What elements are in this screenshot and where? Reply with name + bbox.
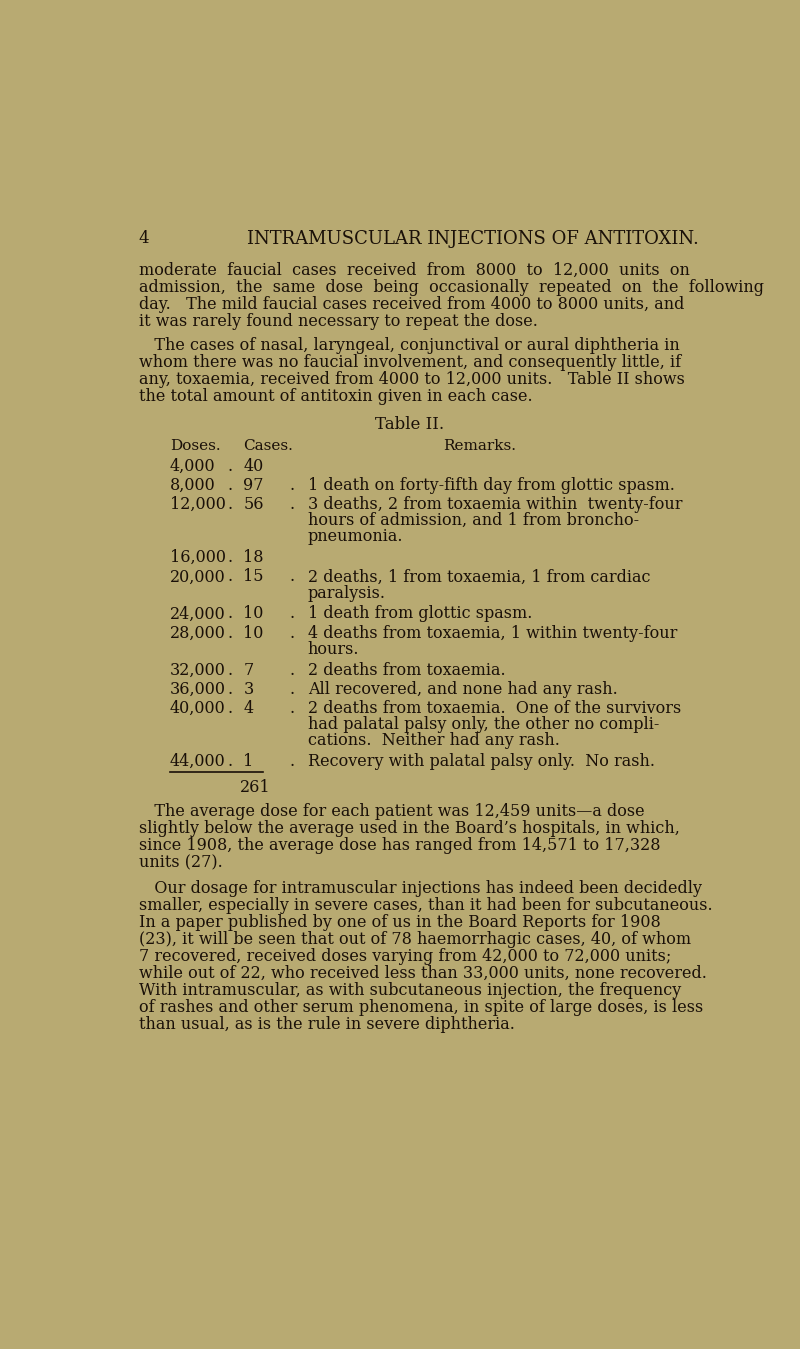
Text: 16,000: 16,000 [170, 549, 226, 567]
Text: of rashes and other serum phenomena, in spite of large doses, is less: of rashes and other serum phenomena, in … [138, 998, 703, 1016]
Text: .: . [228, 661, 233, 679]
Text: cations.  Neither had any rash.: cations. Neither had any rash. [308, 733, 559, 750]
Text: 10: 10 [243, 625, 264, 642]
Text: .: . [290, 700, 295, 718]
Text: .: . [290, 476, 295, 494]
Text: INTRAMUSCULAR INJECTIONS OF ANTITOXIN.: INTRAMUSCULAR INJECTIONS OF ANTITOXIN. [247, 229, 699, 248]
Text: 3 deaths, 2 from toxaemia within  twenty-four: 3 deaths, 2 from toxaemia within twenty-… [308, 496, 682, 513]
Text: 40,000: 40,000 [170, 700, 226, 718]
Text: slightly below the average used in the Board’s hospitals, in which,: slightly below the average used in the B… [138, 820, 680, 838]
Text: 97: 97 [243, 476, 264, 494]
Text: 2 deaths, 1 from toxaemia, 1 from cardiac: 2 deaths, 1 from toxaemia, 1 from cardia… [308, 568, 650, 585]
Text: since 1908, the average dose has ranged from 14,571 to 17,328: since 1908, the average dose has ranged … [138, 838, 660, 854]
Text: 7: 7 [243, 661, 254, 679]
Text: 8,000: 8,000 [170, 476, 215, 494]
Text: 18: 18 [243, 549, 264, 567]
Text: 15: 15 [243, 568, 264, 585]
Text: hours of admission, and 1 from broncho-: hours of admission, and 1 from broncho- [308, 513, 639, 529]
Text: With intramuscular, as with subcutaneous injection, the frequency: With intramuscular, as with subcutaneous… [138, 982, 681, 998]
Text: .: . [228, 606, 233, 622]
Text: 24,000: 24,000 [170, 606, 226, 622]
Text: 44,000: 44,000 [170, 753, 226, 770]
Text: hours.: hours. [308, 641, 359, 658]
Text: 28,000: 28,000 [170, 625, 226, 642]
Text: In a paper published by one of us in the Board Reports for 1908: In a paper published by one of us in the… [138, 915, 661, 931]
Text: admission,  the  same  dose  being  occasionally  repeated  on  the  following: admission, the same dose being occasiona… [138, 279, 764, 295]
Text: 1 death from glottic spasm.: 1 death from glottic spasm. [308, 606, 532, 622]
Text: it was rarely found necessary to repeat the dose.: it was rarely found necessary to repeat … [138, 313, 538, 329]
Text: smaller, especially in severe cases, than it had been for subcutaneous.: smaller, especially in severe cases, tha… [138, 897, 712, 915]
Text: 10: 10 [243, 606, 264, 622]
Text: Remarks.: Remarks. [443, 438, 516, 453]
Text: 1: 1 [243, 753, 254, 770]
Text: 4: 4 [138, 229, 150, 247]
Text: .: . [290, 753, 295, 770]
Text: .: . [228, 568, 233, 585]
Text: .: . [290, 496, 295, 513]
Text: 56: 56 [243, 496, 264, 513]
Text: .: . [228, 496, 233, 513]
Text: moderate  faucial  cases  received  from  8000  to  12,000  units  on: moderate faucial cases received from 800… [138, 262, 690, 279]
Text: .: . [228, 681, 233, 697]
Text: 3: 3 [243, 681, 254, 697]
Text: The average dose for each patient was 12,459 units—a dose: The average dose for each patient was 12… [138, 803, 644, 820]
Text: .: . [228, 753, 233, 770]
Text: while out of 22, who received less than 33,000 units, none recovered.: while out of 22, who received less than … [138, 965, 706, 982]
Text: Our dosage for intramuscular injections has indeed been decidedly: Our dosage for intramuscular injections … [138, 881, 702, 897]
Text: 36,000: 36,000 [170, 681, 226, 697]
Text: 1 death on forty-fifth day from glottic spasm.: 1 death on forty-fifth day from glottic … [308, 476, 674, 494]
Text: .: . [228, 625, 233, 642]
Text: .: . [290, 625, 295, 642]
Text: .: . [228, 476, 233, 494]
Text: 261: 261 [239, 778, 270, 796]
Text: All recovered, and none had any rash.: All recovered, and none had any rash. [308, 681, 618, 697]
Text: 2 deaths from toxaemia.: 2 deaths from toxaemia. [308, 661, 506, 679]
Text: 20,000: 20,000 [170, 568, 226, 585]
Text: paralysis.: paralysis. [308, 584, 386, 602]
Text: .: . [290, 681, 295, 697]
Text: .: . [290, 606, 295, 622]
Text: 40: 40 [243, 457, 264, 475]
Text: than usual, as is the rule in severe diphtheria.: than usual, as is the rule in severe dip… [138, 1016, 514, 1033]
Text: had palatal palsy only, the other no compli-: had palatal palsy only, the other no com… [308, 716, 659, 734]
Text: any, toxaemia, received from 4000 to 12,000 units.   Table II shows: any, toxaemia, received from 4000 to 12,… [138, 371, 685, 389]
Text: (23), it will be seen that out of 78 haemorrhagic cases, 40, of whom: (23), it will be seen that out of 78 hae… [138, 931, 691, 948]
Text: 4: 4 [243, 700, 254, 718]
Text: 7 recovered, received doses varying from 42,000 to 72,000 units;: 7 recovered, received doses varying from… [138, 948, 671, 965]
Text: 4,000: 4,000 [170, 457, 215, 475]
Text: pneumonia.: pneumonia. [308, 529, 403, 545]
Text: .: . [228, 457, 233, 475]
Text: Cases.: Cases. [243, 438, 294, 453]
Text: day.   The mild faucial cases received from 4000 to 8000 units, and: day. The mild faucial cases received fro… [138, 295, 684, 313]
Text: The cases of nasal, laryngeal, conjunctival or aural diphtheria in: The cases of nasal, laryngeal, conjuncti… [138, 337, 679, 355]
Text: units (27).: units (27). [138, 854, 222, 871]
Text: .: . [228, 549, 233, 567]
Text: Recovery with palatal palsy only.  No rash.: Recovery with palatal palsy only. No ras… [308, 753, 654, 770]
Text: Table II.: Table II. [375, 415, 445, 433]
Text: .: . [290, 661, 295, 679]
Text: .: . [228, 700, 233, 718]
Text: 12,000: 12,000 [170, 496, 226, 513]
Text: 32,000: 32,000 [170, 661, 226, 679]
Text: the total amount of antitoxin given in each case.: the total amount of antitoxin given in e… [138, 389, 532, 405]
Text: 2 deaths from toxaemia.  One of the survivors: 2 deaths from toxaemia. One of the survi… [308, 700, 681, 718]
Text: whom there was no faucial involvement, and consequently little, if: whom there was no faucial involvement, a… [138, 355, 681, 371]
Text: .: . [290, 568, 295, 585]
Text: 4 deaths from toxaemia, 1 within twenty-four: 4 deaths from toxaemia, 1 within twenty-… [308, 625, 677, 642]
Text: Doses.: Doses. [170, 438, 220, 453]
